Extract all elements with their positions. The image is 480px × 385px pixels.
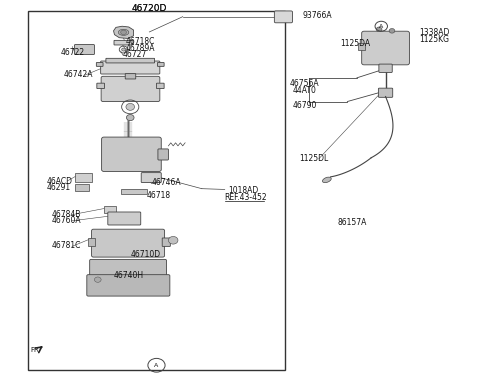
Circle shape bbox=[168, 236, 178, 244]
FancyBboxPatch shape bbox=[101, 76, 160, 102]
FancyBboxPatch shape bbox=[156, 83, 164, 89]
FancyBboxPatch shape bbox=[106, 59, 155, 63]
FancyBboxPatch shape bbox=[92, 229, 165, 257]
FancyBboxPatch shape bbox=[108, 212, 141, 225]
Text: 1018AD: 1018AD bbox=[228, 186, 258, 195]
FancyBboxPatch shape bbox=[101, 61, 160, 74]
Circle shape bbox=[126, 114, 134, 121]
FancyBboxPatch shape bbox=[125, 74, 136, 79]
Text: 46742A: 46742A bbox=[63, 70, 93, 79]
Text: 46710D: 46710D bbox=[130, 250, 160, 259]
FancyBboxPatch shape bbox=[74, 45, 95, 55]
Ellipse shape bbox=[323, 177, 331, 182]
Text: 46760A: 46760A bbox=[51, 216, 81, 225]
Text: 46789A: 46789A bbox=[125, 44, 155, 52]
Circle shape bbox=[126, 104, 134, 110]
FancyBboxPatch shape bbox=[114, 40, 133, 45]
Circle shape bbox=[376, 27, 382, 32]
Bar bbox=[104, 206, 116, 213]
Bar bbox=[88, 238, 95, 246]
Text: A: A bbox=[379, 24, 384, 29]
FancyBboxPatch shape bbox=[275, 11, 292, 23]
Text: 93766A: 93766A bbox=[302, 12, 332, 20]
Text: 46722: 46722 bbox=[61, 49, 85, 57]
Text: 46291: 46291 bbox=[47, 183, 71, 192]
Text: 46718: 46718 bbox=[147, 191, 171, 200]
Text: 46720D: 46720D bbox=[132, 4, 167, 13]
Text: 46740H: 46740H bbox=[114, 271, 144, 280]
Text: REF.43-452: REF.43-452 bbox=[225, 192, 267, 202]
FancyBboxPatch shape bbox=[157, 62, 164, 66]
Ellipse shape bbox=[118, 29, 129, 35]
FancyBboxPatch shape bbox=[362, 31, 409, 65]
Text: 46790: 46790 bbox=[292, 101, 317, 110]
Bar bbox=[75, 184, 89, 191]
Polygon shape bbox=[114, 26, 133, 38]
Text: 46756A: 46756A bbox=[290, 79, 320, 88]
Circle shape bbox=[95, 277, 101, 282]
Bar bbox=[120, 189, 147, 194]
Text: 1125DA: 1125DA bbox=[340, 39, 371, 48]
FancyBboxPatch shape bbox=[162, 238, 170, 246]
FancyBboxPatch shape bbox=[97, 83, 105, 89]
Text: 46720D: 46720D bbox=[132, 4, 167, 13]
Circle shape bbox=[121, 48, 125, 51]
Bar bbox=[359, 43, 365, 50]
Text: 46ACD: 46ACD bbox=[47, 177, 73, 186]
FancyBboxPatch shape bbox=[158, 149, 168, 160]
Text: 1338AD: 1338AD bbox=[419, 28, 449, 37]
Text: 1125DL: 1125DL bbox=[300, 154, 329, 162]
FancyBboxPatch shape bbox=[379, 64, 392, 72]
FancyBboxPatch shape bbox=[90, 259, 167, 277]
FancyBboxPatch shape bbox=[378, 88, 393, 97]
Text: FR: FR bbox=[30, 347, 39, 353]
Text: 46784B: 46784B bbox=[51, 210, 81, 219]
Text: 46746A: 46746A bbox=[152, 178, 181, 187]
Text: 46718C: 46718C bbox=[125, 37, 155, 46]
Text: 44AT0: 44AT0 bbox=[292, 85, 316, 95]
Text: 1125KG: 1125KG bbox=[419, 35, 449, 44]
Text: A: A bbox=[155, 363, 158, 368]
Bar bbox=[75, 173, 92, 182]
Text: 46727: 46727 bbox=[123, 50, 147, 59]
FancyBboxPatch shape bbox=[141, 172, 161, 182]
FancyBboxPatch shape bbox=[87, 275, 170, 296]
FancyBboxPatch shape bbox=[102, 137, 161, 171]
Text: 86157A: 86157A bbox=[338, 218, 367, 227]
Bar bbox=[28, 11, 285, 370]
Circle shape bbox=[120, 30, 126, 35]
FancyBboxPatch shape bbox=[96, 62, 103, 66]
Text: 46781C: 46781C bbox=[51, 241, 81, 250]
Circle shape bbox=[389, 28, 395, 33]
